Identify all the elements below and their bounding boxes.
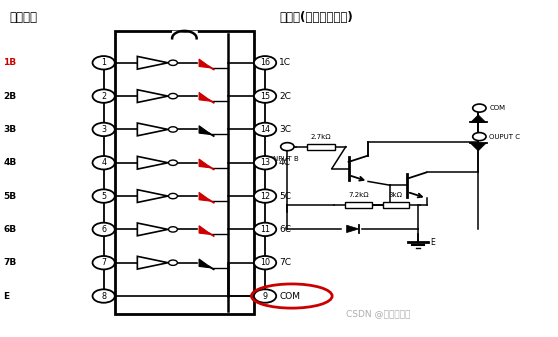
- Circle shape: [93, 123, 115, 136]
- Text: 7B: 7B: [3, 258, 17, 267]
- Text: 示意图(每对达林顿管): 示意图(每对达林顿管): [279, 11, 353, 24]
- Text: OUPUT C: OUPUT C: [489, 133, 521, 140]
- Circle shape: [254, 189, 276, 203]
- Text: COM: COM: [489, 105, 506, 111]
- Circle shape: [254, 123, 276, 136]
- Polygon shape: [470, 115, 486, 122]
- Text: 6B: 6B: [3, 225, 17, 234]
- Circle shape: [93, 56, 115, 69]
- Polygon shape: [199, 59, 211, 68]
- Bar: [307, 144, 335, 150]
- Text: 4: 4: [101, 158, 106, 167]
- Circle shape: [254, 56, 276, 69]
- Text: 6: 6: [101, 225, 106, 234]
- Bar: [383, 203, 409, 209]
- Text: 1: 1: [101, 58, 106, 67]
- Polygon shape: [347, 225, 359, 233]
- Text: COM: COM: [279, 292, 300, 301]
- Circle shape: [93, 89, 115, 103]
- Text: 4B: 4B: [3, 158, 17, 167]
- Circle shape: [473, 132, 486, 141]
- Polygon shape: [199, 92, 211, 101]
- Text: 4C: 4C: [279, 158, 291, 167]
- Text: 12: 12: [260, 191, 270, 201]
- Circle shape: [254, 156, 276, 170]
- Text: E: E: [3, 292, 9, 301]
- Text: 3: 3: [101, 125, 106, 134]
- Bar: [345, 203, 372, 209]
- Circle shape: [169, 93, 177, 99]
- Text: 2.7kΩ: 2.7kΩ: [310, 134, 331, 140]
- Polygon shape: [199, 126, 211, 134]
- Text: 5B: 5B: [3, 191, 17, 201]
- Text: 7: 7: [101, 258, 106, 267]
- Text: CSDN @桶子将你军: CSDN @桶子将你军: [346, 309, 410, 318]
- Text: 15: 15: [260, 92, 270, 101]
- Text: 3kΩ: 3kΩ: [389, 192, 403, 198]
- Text: 16: 16: [260, 58, 270, 67]
- Text: 7.2kΩ: 7.2kΩ: [348, 192, 369, 198]
- Text: 5: 5: [101, 191, 106, 201]
- Text: 2C: 2C: [279, 92, 291, 101]
- Circle shape: [169, 160, 177, 165]
- Text: 1B: 1B: [3, 58, 17, 67]
- Polygon shape: [199, 192, 211, 201]
- Text: 7C: 7C: [279, 258, 291, 267]
- Polygon shape: [199, 159, 211, 168]
- Text: 逻辑框图: 逻辑框图: [9, 11, 37, 24]
- Circle shape: [169, 60, 177, 65]
- Circle shape: [169, 260, 177, 266]
- Circle shape: [281, 143, 294, 151]
- Text: 5C: 5C: [279, 191, 291, 201]
- Circle shape: [93, 289, 115, 303]
- Circle shape: [169, 193, 177, 199]
- Text: 3C: 3C: [279, 125, 291, 134]
- Text: 8: 8: [101, 292, 106, 301]
- Circle shape: [169, 127, 177, 132]
- Circle shape: [93, 223, 115, 236]
- Text: 1C: 1C: [279, 58, 291, 67]
- Text: 6C: 6C: [279, 225, 291, 234]
- Text: INPUT B: INPUT B: [271, 156, 299, 162]
- Text: 2B: 2B: [3, 92, 17, 101]
- Text: 9: 9: [262, 292, 268, 301]
- Text: 10: 10: [260, 258, 270, 267]
- Circle shape: [254, 289, 276, 303]
- Text: 2: 2: [101, 92, 106, 101]
- Polygon shape: [470, 143, 486, 151]
- Text: 3B: 3B: [3, 125, 17, 134]
- Text: 13: 13: [260, 158, 270, 167]
- Polygon shape: [199, 259, 211, 268]
- Bar: [115, 31, 254, 314]
- Polygon shape: [199, 226, 211, 235]
- Circle shape: [93, 256, 115, 269]
- Circle shape: [473, 104, 486, 112]
- Circle shape: [93, 156, 115, 170]
- Text: 11: 11: [260, 225, 270, 234]
- Circle shape: [254, 223, 276, 236]
- Circle shape: [254, 89, 276, 103]
- Text: 14: 14: [260, 125, 270, 134]
- Text: E: E: [430, 238, 435, 247]
- Circle shape: [254, 256, 276, 269]
- Circle shape: [169, 227, 177, 232]
- Circle shape: [93, 189, 115, 203]
